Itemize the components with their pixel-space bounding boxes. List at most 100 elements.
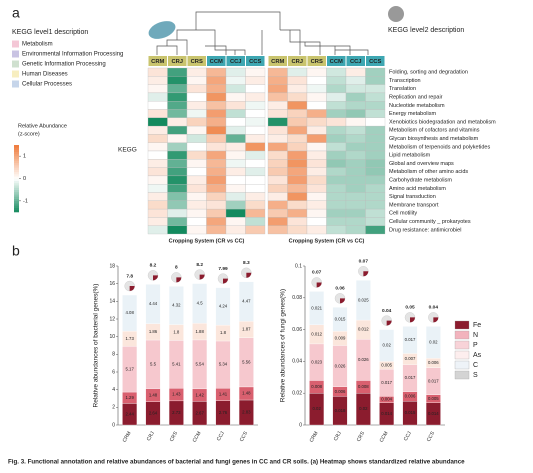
column-label: CCS	[369, 59, 381, 65]
value-label: 2.64	[149, 410, 158, 415]
heatmap-cell	[245, 150, 266, 160]
column-label: CRM	[151, 59, 164, 65]
y-tick-label: 0.08	[292, 295, 302, 301]
heatmap-cell	[306, 208, 327, 218]
heatmap-cell	[147, 167, 168, 177]
heatmap-cell	[345, 84, 366, 94]
colorbar-step	[14, 187, 19, 190]
heatmap-cell	[206, 109, 227, 118]
heatmap-cell	[306, 67, 327, 77]
heatmap-cell	[365, 150, 386, 160]
heatmap-cell	[267, 167, 288, 177]
colorbar-tick-label: -1	[23, 198, 28, 204]
heatmap-cell	[206, 192, 227, 201]
heatmap-cell	[306, 175, 327, 185]
colorbar-step	[14, 145, 19, 148]
heatmap-cell	[365, 101, 386, 110]
legend-label: Metabolism	[22, 42, 53, 48]
heatmap-cell	[267, 225, 288, 235]
row-label: Membrane transport	[389, 202, 439, 208]
colorbar-step	[14, 151, 19, 155]
heatmap-cell	[245, 67, 266, 77]
heatmap-cell	[206, 76, 227, 85]
heatmap-cell	[326, 217, 347, 226]
heatmap-cell	[245, 125, 266, 135]
value-label: 0.008	[311, 384, 322, 389]
heatmap-cell	[206, 101, 227, 110]
heatmap-cell	[245, 84, 266, 94]
heatmap-cell	[186, 76, 207, 85]
y-tick-label: 0.02	[292, 391, 302, 397]
heatmap-cell	[306, 142, 327, 152]
value-label: 0.02	[429, 339, 438, 344]
heatmap-cell	[186, 84, 207, 94]
heatmap-cell	[225, 150, 246, 160]
heatmap-cell	[267, 200, 288, 210]
bar-segment	[425, 326, 441, 359]
heatmap-cell	[147, 117, 168, 127]
heatmap-cell	[186, 167, 207, 177]
heatmap-cell	[267, 208, 288, 218]
heatmap-cell	[186, 67, 207, 77]
bar-segment	[168, 286, 184, 325]
column-label: CCJ	[350, 59, 362, 65]
heatmap-cell	[326, 117, 347, 127]
heatmap-cell	[287, 101, 308, 110]
heatmap-cell	[206, 84, 227, 94]
value-label: 1.87	[242, 327, 251, 332]
column-label: CRJ	[171, 59, 183, 65]
row-label: Global and overview maps	[389, 161, 454, 167]
legend-swatch	[454, 340, 470, 350]
heatmap-cell	[287, 150, 308, 160]
heatmap-cell	[225, 92, 246, 102]
bar-segment	[332, 307, 348, 332]
value-label: 0.018	[335, 408, 346, 413]
heatmap-cell	[206, 208, 227, 218]
bar-segment	[145, 284, 161, 324]
heatmap-cell	[245, 167, 266, 177]
icon	[148, 6, 404, 39]
bar-segment	[309, 291, 325, 325]
heatmap-cell	[167, 67, 188, 77]
heatmap-cell	[306, 150, 327, 160]
colorbar-step	[14, 178, 19, 182]
value-label: 1.86	[149, 329, 158, 334]
pie-slice	[340, 298, 345, 304]
y-tick-label: 18	[109, 263, 115, 269]
heatmap-cell	[225, 67, 246, 77]
column-label: CRS	[191, 59, 203, 65]
caption: Fig. 3. Functional annotation and relati…	[8, 459, 465, 466]
colorbar-step	[14, 165, 19, 168]
value-label: 0.02	[359, 406, 368, 411]
heatmap-cell	[225, 84, 246, 94]
heatmap-cell	[287, 200, 308, 210]
bar-segment	[192, 283, 208, 324]
heatmap-cell	[147, 200, 168, 210]
heatmap-cell	[267, 92, 288, 102]
heatmap-cell	[225, 101, 246, 110]
heatmap-cell	[186, 159, 207, 168]
heatmap-cell	[345, 167, 366, 177]
heatmap-cell	[306, 92, 327, 102]
heatmap-cell	[267, 109, 288, 118]
row-label: Folding, sorting and degradation	[389, 70, 468, 76]
heatmap-cell	[306, 117, 327, 127]
heatmap-cell	[186, 134, 207, 143]
heatmap-cell	[186, 101, 207, 110]
colorbar-title: (z-score)	[18, 131, 40, 137]
colorbar-step	[14, 171, 19, 175]
value-label: 0.017	[428, 378, 439, 383]
value-label: 1.88	[195, 329, 204, 334]
heatmap-cell	[287, 192, 308, 201]
heatmap-cell	[306, 134, 327, 143]
heatmap-cell	[167, 125, 188, 135]
value-label: 1.8	[220, 330, 227, 335]
value-label: 5.17	[125, 366, 134, 371]
value-label: 0.015	[335, 316, 346, 321]
heatmap-cell	[167, 142, 188, 152]
colorbar-step	[14, 153, 19, 157]
heatmap-cell	[167, 167, 188, 177]
heatmap-cell	[167, 200, 188, 210]
heatmap-cell	[345, 125, 366, 135]
heatmap-cell	[287, 76, 308, 85]
